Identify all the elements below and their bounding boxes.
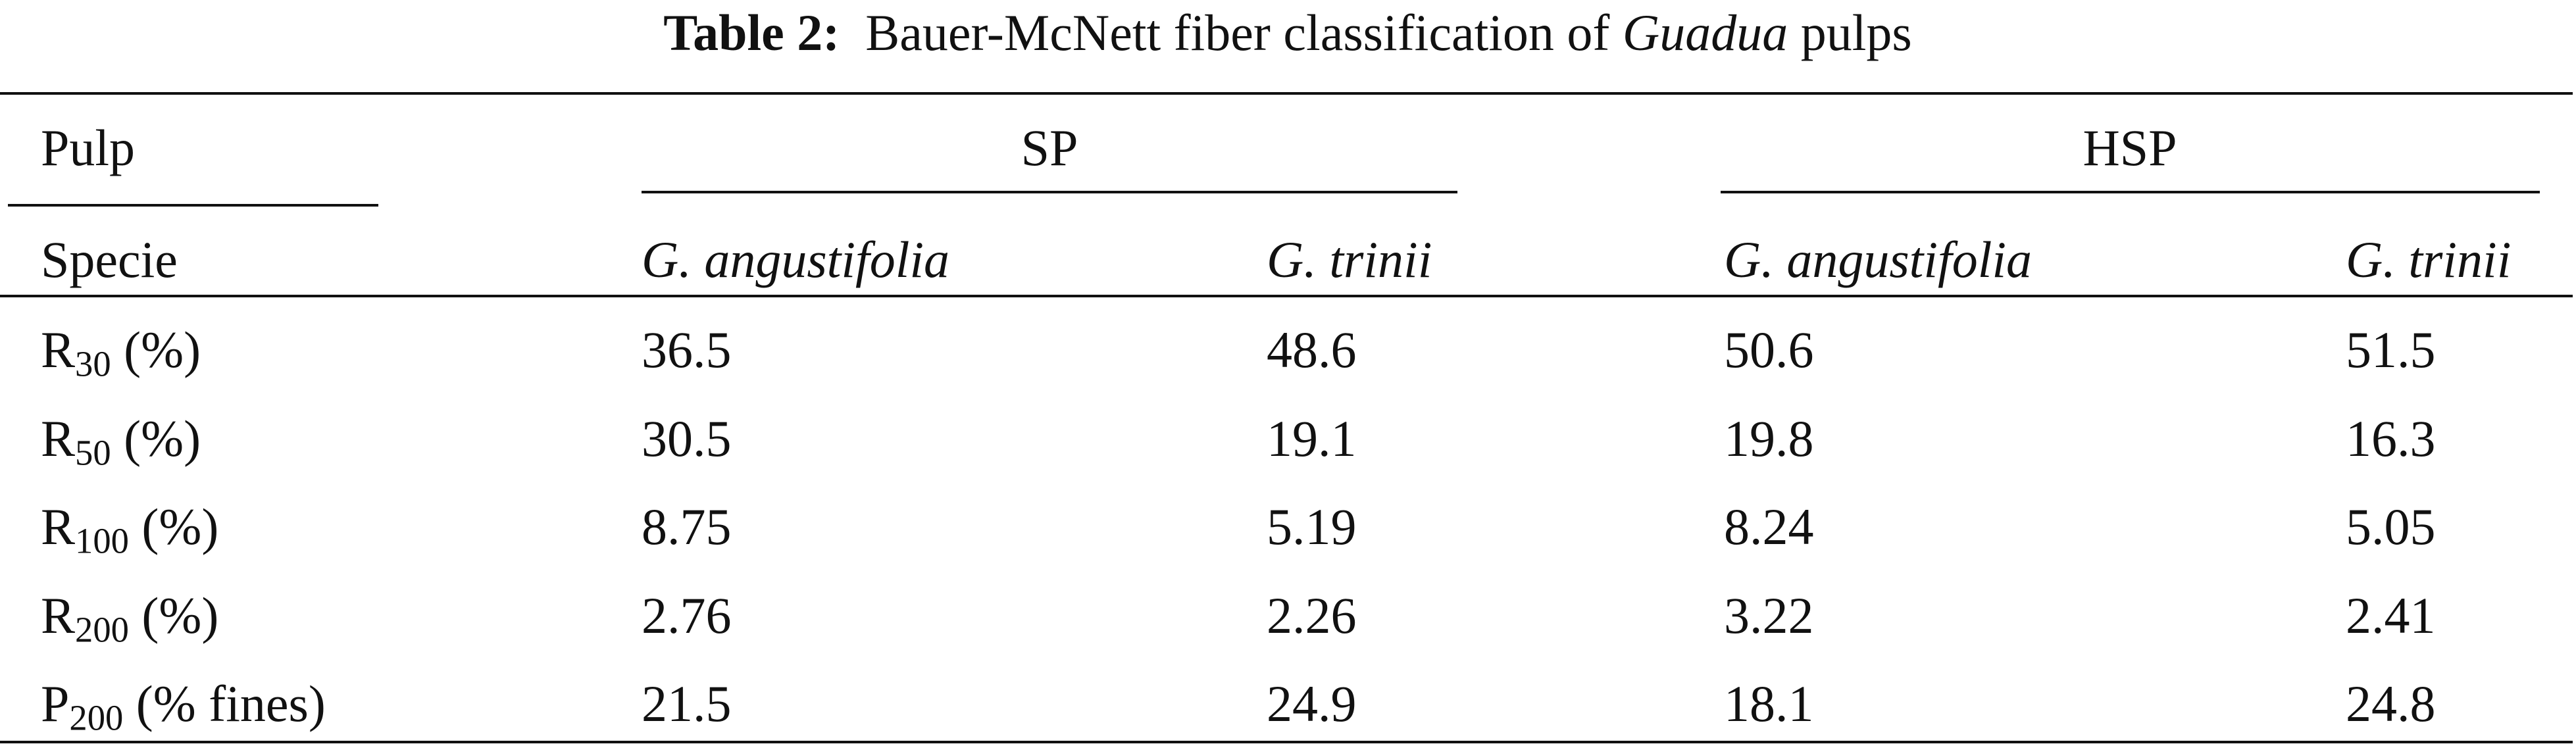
row-label: R200 (%)	[41, 583, 218, 649]
rule	[1721, 191, 2540, 193]
title-text: Bauer-McNett fiber classification of	[865, 4, 1610, 61]
cell: 48.6	[1267, 321, 1357, 378]
title-text: pulps	[1800, 4, 1912, 61]
cell: 24.9	[1267, 675, 1357, 732]
row-label: R100 (%)	[41, 494, 218, 560]
cell: 51.5	[2346, 321, 2436, 378]
header-cell: G. angustifolia	[642, 231, 950, 288]
label-rest: (%)	[124, 321, 201, 378]
cell: 16.3	[2346, 409, 2436, 467]
label-main: P	[41, 675, 70, 732]
label-rest: (%)	[141, 498, 219, 555]
label-rest: (%)	[124, 409, 201, 467]
label-main: R	[41, 321, 76, 378]
cell: 5.05	[2346, 498, 2436, 555]
cell: 2.76	[642, 586, 732, 644]
label-rest: (% fines)	[136, 675, 326, 732]
cell: 2.41	[2346, 586, 2436, 644]
header-cell: G. trinii	[2346, 231, 2512, 288]
label-sub: 50	[75, 432, 111, 473]
bottom-rule	[0, 741, 2573, 743]
group-header: HSP	[2083, 119, 2177, 176]
cell: 3.22	[1724, 586, 1814, 644]
title-italic: Guadua	[1622, 4, 1788, 61]
label-main: R	[41, 498, 76, 555]
header-rule	[0, 295, 2573, 297]
rule	[8, 204, 378, 207]
title-label: Table 2:	[663, 4, 840, 61]
cell: 19.8	[1724, 409, 1814, 467]
row-label: R30 (%)	[41, 317, 201, 383]
label-main: R	[41, 586, 76, 644]
cell: 2.26	[1267, 586, 1357, 644]
top-rule	[0, 92, 2573, 95]
cell: 5.19	[1267, 498, 1357, 555]
cell: 18.1	[1724, 675, 1814, 732]
label-rest: (%)	[141, 586, 219, 644]
header-cell: Pulp	[41, 119, 136, 176]
row-label: R50 (%)	[41, 406, 201, 472]
cell: 19.1	[1267, 409, 1357, 467]
label-sub: 100	[75, 520, 129, 561]
header-cell: Specie	[41, 231, 178, 288]
header-cell: G. trinii	[1267, 231, 1432, 288]
label-sub: 200	[69, 697, 124, 738]
rule	[642, 191, 1457, 193]
cell: 50.6	[1724, 321, 1814, 378]
label-main: R	[41, 409, 76, 467]
label-sub: 30	[75, 343, 111, 384]
cell: 24.8	[2346, 675, 2436, 732]
cell: 30.5	[642, 409, 732, 467]
group-header: SP	[1021, 119, 1078, 176]
cell: 8.24	[1724, 498, 1814, 555]
label-sub: 200	[75, 609, 129, 650]
table-title: Table 2: Bauer-McNett fiber classificati…	[663, 0, 1912, 66]
cell: 8.75	[642, 498, 732, 555]
header-cell: G. angustifolia	[1724, 231, 2033, 288]
cell: 36.5	[642, 321, 732, 378]
cell: 21.5	[642, 675, 732, 732]
row-label: P200 (% fines)	[41, 671, 326, 737]
